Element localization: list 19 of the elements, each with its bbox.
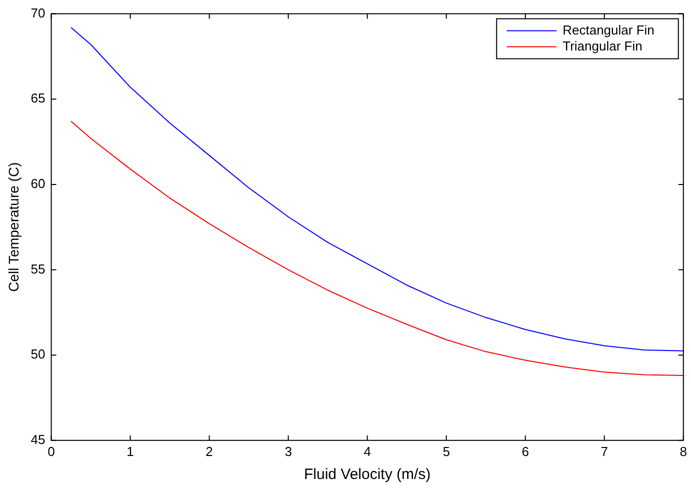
x-tick-label: 3	[284, 444, 292, 459]
x-tick-label: 5	[442, 444, 450, 459]
y-tick-label: 65	[30, 90, 46, 106]
x-tick-label: 6	[522, 444, 529, 459]
y-tick-label: 55	[30, 261, 46, 276]
y-tick-label: 45	[30, 432, 46, 447]
x-tick-label: 4	[364, 444, 371, 459]
x-tick-label: 1	[126, 444, 134, 459]
x-tick-label: 7	[600, 444, 608, 459]
x-tick-label: 0	[48, 444, 55, 459]
x-tick-label: 8	[680, 444, 687, 459]
y-tick-label: 70	[30, 5, 46, 20]
legend-label: Triangular Fin	[562, 38, 642, 54]
x-tick-label: 2	[206, 444, 213, 459]
x-axis-title: Fluid Velocity (m/s)	[304, 466, 431, 484]
y-tick-label: 50	[30, 346, 46, 362]
y-tick-label: 60	[30, 176, 46, 192]
y-axis-title: Cell Temperature (C)	[5, 162, 22, 292]
legend-label: Rectangular Fin	[562, 22, 654, 38]
